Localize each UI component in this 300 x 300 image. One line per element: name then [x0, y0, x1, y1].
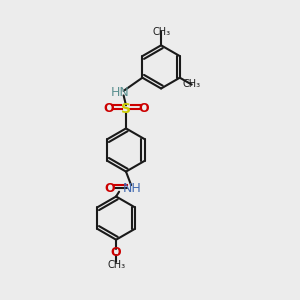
Text: HN: HN [111, 86, 130, 99]
Text: CH₃: CH₃ [152, 27, 170, 37]
Text: NH: NH [123, 182, 142, 195]
Text: O: O [111, 246, 122, 259]
Text: O: O [103, 102, 114, 116]
Text: CH₃: CH₃ [107, 260, 125, 270]
Text: O: O [105, 182, 116, 195]
Text: S: S [121, 102, 131, 116]
Text: O: O [138, 102, 149, 116]
Text: CH₃: CH₃ [182, 80, 201, 89]
